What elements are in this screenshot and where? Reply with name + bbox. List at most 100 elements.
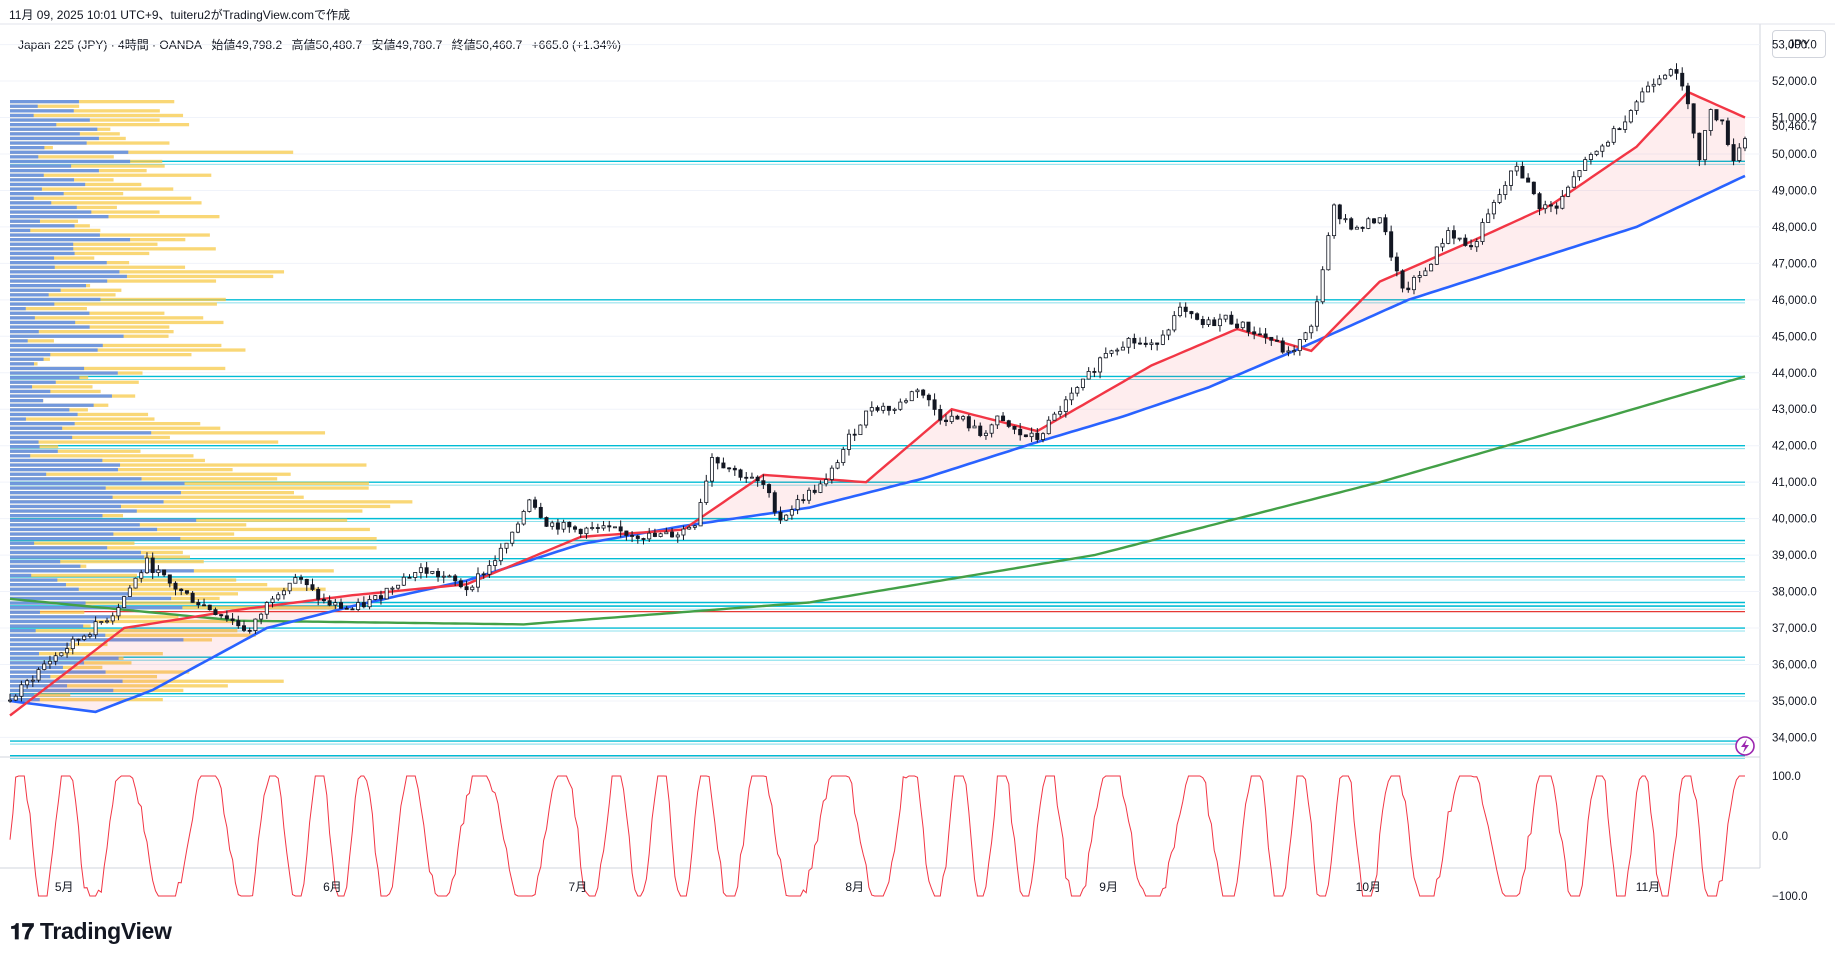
volume-profile-bar	[10, 256, 55, 260]
candle-body	[179, 588, 184, 592]
volume-profile-bar	[10, 527, 158, 532]
oscillator-tick-label: −100.0	[1772, 891, 1808, 903]
volume-profile-bar	[10, 468, 118, 472]
volume-profile-bar	[10, 215, 220, 219]
volume-profile-bar	[10, 343, 103, 348]
price-tick-label: 49,000.0	[1772, 185, 1817, 197]
volume-profile-bar	[10, 113, 34, 118]
candle-body	[196, 602, 201, 606]
volume-profile-bar	[10, 187, 174, 191]
volume-profile-bar	[10, 422, 201, 426]
candle-body	[521, 511, 526, 525]
volume-profile-bar	[10, 164, 165, 168]
volume-profile-bar	[10, 219, 79, 223]
candle-body	[1526, 177, 1531, 183]
candle-body	[1566, 186, 1571, 197]
candle-body	[116, 607, 121, 617]
candle-body	[1571, 176, 1576, 188]
volume-profile-bar	[10, 201, 52, 205]
candle-body	[1383, 217, 1388, 233]
volume-profile-bar	[10, 316, 204, 320]
volume-profile-bar	[10, 334, 124, 338]
candle-body	[1509, 170, 1514, 186]
volume-profile-bar	[10, 514, 103, 518]
last-price-label: 50,460.7	[1772, 121, 1817, 133]
volume-profile-bar	[10, 113, 184, 118]
tradingview-logo[interactable]: 𝟏𝟕 TradingView	[10, 918, 172, 945]
candle-body	[1594, 150, 1599, 155]
volume-profile-bar	[10, 491, 181, 495]
volume-profile-bar	[10, 426, 63, 430]
volume-profile-bar	[10, 366, 85, 371]
candle-body	[972, 425, 977, 429]
candle-body	[310, 584, 315, 590]
candle-body	[59, 652, 64, 657]
candle-body	[595, 527, 600, 529]
candle-body	[401, 576, 406, 586]
volume-profile-bar	[10, 371, 118, 375]
candle-body	[498, 547, 503, 562]
candle-body	[1217, 318, 1222, 327]
volume-profile-bar	[10, 518, 197, 522]
candle-body	[139, 572, 144, 579]
volume-profile-bar	[10, 504, 121, 509]
candle-body	[1109, 350, 1114, 354]
volume-profile-bar	[10, 132, 80, 136]
candle-body	[373, 595, 378, 600]
volume-profile-bar	[10, 412, 78, 417]
volume-profile-bar	[10, 100, 175, 104]
price-tick-label: 52,000.0	[1772, 76, 1817, 88]
candle-body	[1411, 276, 1416, 291]
volume-profile-bar	[10, 297, 226, 302]
oscillator-tick-label: 0.0	[1772, 831, 1788, 843]
candle-body	[247, 629, 252, 632]
volume-profile-bar	[10, 228, 101, 233]
volume-profile-bar	[10, 693, 71, 697]
candle-body	[732, 467, 737, 471]
candle-body	[1280, 340, 1285, 353]
candle-body	[1115, 349, 1120, 352]
alert-icon[interactable]	[1735, 736, 1755, 756]
candle-body	[1514, 165, 1519, 172]
candle-body	[807, 489, 812, 501]
candle-body	[624, 530, 629, 536]
ema-band-fill	[10, 92, 1745, 716]
tradingview-mark-icon: 𝟏𝟕	[10, 918, 34, 944]
volume-profile-bar	[10, 173, 212, 177]
candle-body	[407, 576, 412, 579]
candle-body	[47, 660, 52, 665]
time-axis[interactable]: 5月 6月 7月 8月 9月 10月 11月	[55, 880, 1660, 894]
candle-body	[36, 669, 41, 681]
candle-body	[1314, 301, 1319, 327]
candle-body	[1737, 147, 1742, 161]
candle-body	[1269, 336, 1274, 341]
volume-profile-bar	[10, 274, 274, 279]
price-axis[interactable]: 53,000.0 52,000.0 51,000.0 50,000.0 49,000.0…	[1772, 40, 1817, 745]
candle-body	[561, 521, 566, 530]
currency-button[interactable]: JPY	[1772, 30, 1826, 58]
volume-profile-bar	[10, 583, 66, 587]
candle-body	[926, 394, 931, 401]
candle-body	[772, 492, 777, 513]
time-tick-label: 6月	[323, 880, 342, 894]
candle-body	[464, 586, 469, 591]
volume-profile-bar	[10, 247, 74, 251]
brand-name: TradingView	[39, 918, 172, 944]
volume-profile-bar	[10, 463, 121, 467]
volume-profile-bar	[10, 647, 68, 651]
candle-body	[641, 538, 646, 540]
candle-body	[1006, 420, 1011, 427]
candle-body	[875, 407, 880, 411]
volume-profile-bar	[10, 495, 304, 499]
candle-body	[715, 457, 720, 464]
volume-profile-bar	[10, 357, 44, 361]
candle-body	[475, 573, 480, 588]
candle-body	[99, 621, 104, 623]
candle-body	[253, 618, 258, 631]
candle-body	[144, 557, 149, 574]
volume-profile-bar	[10, 537, 181, 541]
volume-profile-bar	[10, 633, 256, 637]
volume-profile-bar	[10, 284, 86, 288]
candle-body	[458, 580, 463, 588]
